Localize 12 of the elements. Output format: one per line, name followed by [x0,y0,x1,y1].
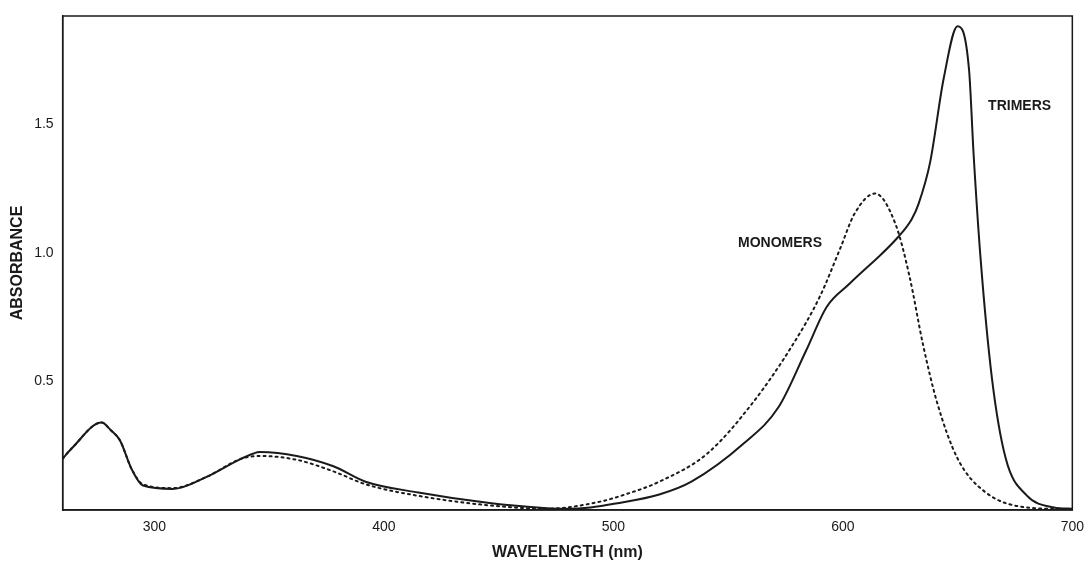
series-label: MONOMERS [737,234,822,251]
x-tick-label: 300 [142,518,167,535]
x-tick-label: 500 [601,518,626,535]
x-tick-label: 700 [1060,518,1085,535]
x-tick-label: 400 [372,518,396,535]
y-tick-label: 1.0 [34,243,54,260]
x-tick-label: 600 [831,518,855,535]
y-tick-label: 0.5 [34,372,54,389]
series-label: TRIMERS [988,97,1052,114]
y-axis-title: ABSORBANCE [8,205,26,321]
x-axis-title: WAVELENGTH (nm) [492,542,643,560]
y-tick-label: 1.5 [34,114,54,131]
